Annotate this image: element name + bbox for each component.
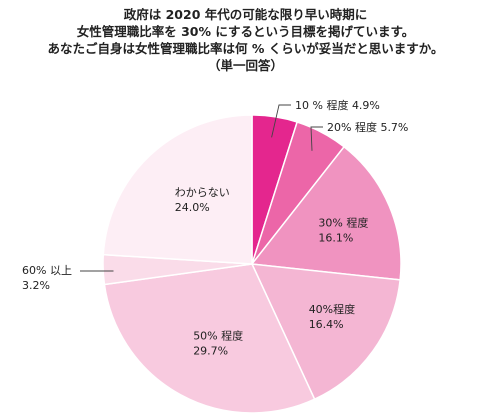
chart-title-line-3: あなたご自身は女性管理職比率は何 % くらいが妥当だと思いますか。	[47, 41, 444, 56]
slice-label-name-4: 50% 程度	[193, 329, 243, 343]
pie-slice-2	[251, 146, 402, 281]
slice-label-value-4: 29.7%	[193, 345, 228, 358]
pie-slice-6	[102, 114, 253, 265]
leader-line-1	[310, 126, 323, 151]
slice-label-name-2: 30% 程度	[318, 215, 368, 229]
slice-label-value-2: 16.1%	[318, 231, 353, 244]
slice-label-name-6: わからない	[175, 186, 230, 199]
pie-slice-4	[103, 263, 316, 414]
slice-label-0: 10 % 程度 4.9%	[295, 98, 380, 112]
slice-label-value-3: 16.4%	[309, 318, 344, 331]
slice-label-value-5: 3.2%	[22, 279, 50, 292]
slice-label-name-3: 40%程度	[309, 302, 355, 316]
chart-title: 政府は 2020 年代の可能な限り早い時期に 女性管理職比率を 30% にすると…	[0, 6, 491, 74]
chart-title-line-4: （単一回答）	[207, 58, 283, 73]
leader-line-0	[271, 104, 291, 138]
slice-label-value-6: 24.0%	[175, 201, 210, 214]
slice-label-1: 20% 程度 5.7%	[327, 120, 408, 134]
chart-title-line-2: 女性管理職比率を 30% にするという目標を掲げています。	[76, 24, 415, 39]
pie-slice-3	[251, 263, 401, 400]
slice-label-name-5: 60% 以上	[22, 264, 72, 277]
chart-title-line-1: 政府は 2020 年代の可能な限り早い時期に	[123, 7, 368, 22]
